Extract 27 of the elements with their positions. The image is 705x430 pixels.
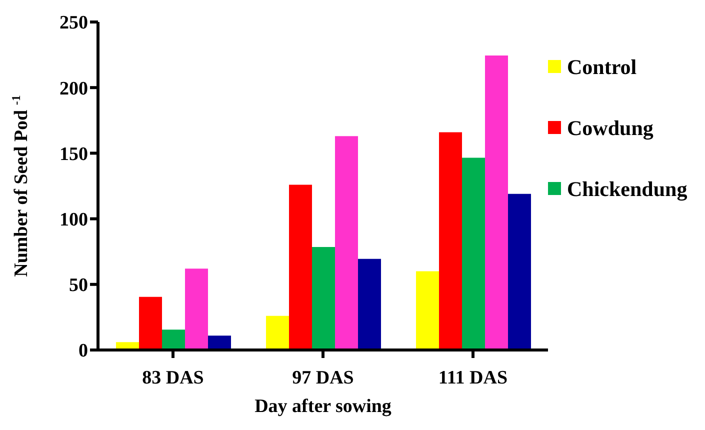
x-tick-label: 111 DAS [438,367,508,388]
y-tick-label: 50 [69,275,88,296]
legend-label: Chickendung [567,176,688,200]
bar [139,296,162,350]
y-tick-label: 150 [60,144,88,165]
y-tick-label: 0 [78,340,88,362]
bar [508,194,531,350]
bar [462,158,485,350]
legend-label: Control [567,54,637,78]
x-axis-title: Day after sowing [254,396,392,417]
bar [358,258,381,350]
legend-label: Cowdung [567,116,654,140]
y-tick-label: 250 [60,12,88,34]
y-tick-label: 100 [60,210,88,231]
bar [185,268,208,350]
bar [439,132,462,350]
bar [416,271,439,350]
bar [289,184,312,350]
bar [266,316,289,350]
bar [485,55,508,350]
bar [208,336,231,350]
bar [162,330,185,350]
bar [335,136,358,350]
x-tick-label: 83 DAS [142,367,204,388]
bar [312,247,335,350]
y-tick-label: 200 [60,78,88,100]
x-tick-label: 97 DAS [292,367,354,388]
